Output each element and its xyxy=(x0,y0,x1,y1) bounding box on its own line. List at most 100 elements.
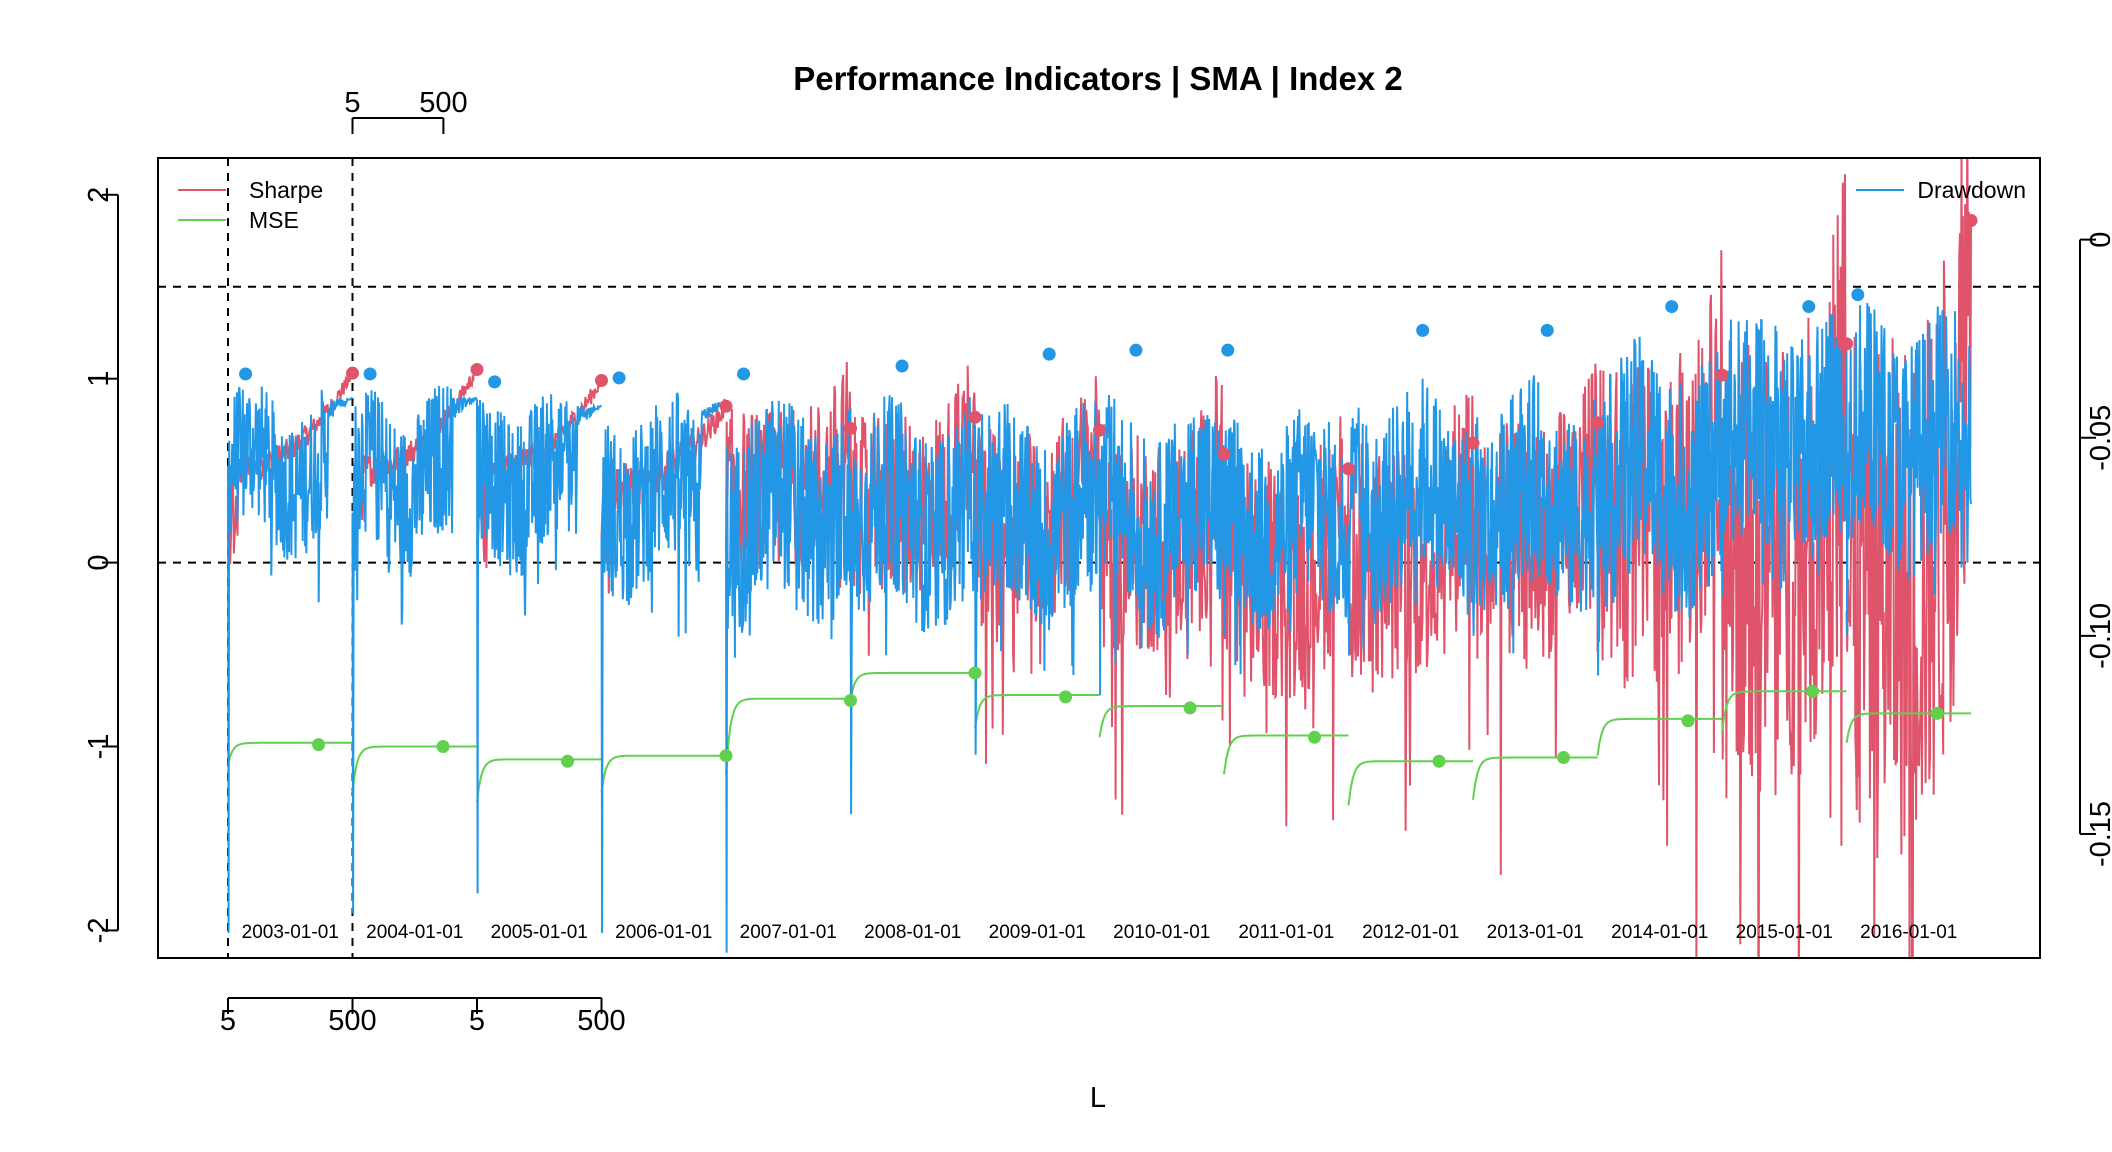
drawdown-line-10 xyxy=(1472,375,1599,654)
left-tick-label: -2 xyxy=(83,918,115,944)
mse-line-6 xyxy=(974,694,1100,729)
sharpe-optimum-point-4 xyxy=(844,421,857,435)
period-label-3: 2006-01-01 xyxy=(615,922,712,943)
period-label-13: 2016-01-01 xyxy=(1860,922,1957,943)
sharpe-optimum-point-6 xyxy=(1093,423,1106,437)
mse-optimum-point-12 xyxy=(1806,684,1820,698)
drawdown-line-13 xyxy=(1845,303,1972,636)
mse-line-8 xyxy=(1223,734,1349,775)
drawdown-optimum-point-7 xyxy=(1129,343,1143,357)
mse-optimum-point-10 xyxy=(1557,751,1571,765)
bottom-tick-label: 5 xyxy=(469,1005,485,1037)
sharpe-optimum-point-13 xyxy=(1964,214,1978,228)
sharpe-line-10 xyxy=(1472,363,1599,875)
period-label-8: 2011-01-01 xyxy=(1238,922,1334,943)
optimum-markers xyxy=(239,214,1978,768)
drawdown-line-6 xyxy=(974,400,1101,755)
mse-optimum-point-13 xyxy=(1930,706,1944,720)
mse-optimum-point-4 xyxy=(844,694,857,708)
mse-optimum-point-5 xyxy=(968,666,982,680)
mse-line-13 xyxy=(1845,712,1971,743)
sharpe-optimum-point-9 xyxy=(1466,436,1480,450)
drawdown-optimum-point-13 xyxy=(1851,288,1865,302)
drawdown-optimum-point-3 xyxy=(612,371,626,385)
mse-optimum-point-2 xyxy=(561,754,575,768)
mse-optimum-point-9 xyxy=(1432,754,1446,768)
drawdown-optimum-point-12 xyxy=(1802,300,1816,314)
drawdown-line-12 xyxy=(1721,313,1848,597)
sharpe-optimum-point-12 xyxy=(1840,337,1853,351)
legend-right: Drawdown xyxy=(1856,177,2026,203)
drawdown-line-4 xyxy=(725,400,852,953)
drawdown-optimum-point-5 xyxy=(895,359,909,373)
period-label-7: 2010-01-01 xyxy=(1113,922,1210,943)
sharpe-line-3 xyxy=(600,398,727,594)
period-label-6: 2009-01-01 xyxy=(989,922,1086,943)
period-label-4: 2007-01-01 xyxy=(740,922,837,943)
mse-line-12 xyxy=(1721,690,1847,732)
mse-line-2 xyxy=(476,758,602,802)
sharpe-optimum-point-1 xyxy=(470,362,484,376)
mse-line-7 xyxy=(1098,705,1224,738)
bottom-tick-label: 500 xyxy=(328,1005,376,1037)
drawdown-line-7 xyxy=(1098,394,1225,696)
period-label-11: 2014-01-01 xyxy=(1611,922,1708,943)
drawdown-line-9 xyxy=(1347,378,1474,656)
mse-line-3 xyxy=(600,754,726,793)
drawdown-line-11 xyxy=(1596,336,1723,676)
drawdown-line-2 xyxy=(476,394,602,894)
period-label-5: 2008-01-01 xyxy=(864,922,961,943)
drawdown-line-5 xyxy=(849,395,976,815)
mse-optimum-point-6 xyxy=(1059,690,1073,704)
drawdown-line-3 xyxy=(600,392,727,934)
mse-optimum-point-0 xyxy=(312,738,326,752)
series-layer xyxy=(227,158,1972,958)
mse-line-11 xyxy=(1596,717,1722,756)
legend-label-sharpe: Sharpe xyxy=(249,177,323,203)
mse-line-0 xyxy=(227,741,353,766)
bottom-tick-label: 5 xyxy=(220,1005,236,1037)
mse-optimum-point-8 xyxy=(1308,730,1322,744)
right-tick-label: -0.15 xyxy=(2085,801,2112,867)
top-tick-label: 5 xyxy=(344,87,360,119)
drawdown-optimum-point-10 xyxy=(1540,323,1554,337)
right-tick-label: -0.10 xyxy=(2085,603,2112,669)
sharpe-optimum-point-10 xyxy=(1591,416,1604,430)
sharpe-optimum-point-2 xyxy=(595,374,608,388)
right-tick-label: -0.05 xyxy=(2085,405,2112,471)
sharpe-optimum-point-7 xyxy=(1217,447,1231,461)
mse-optimum-point-1 xyxy=(436,740,450,754)
left-tick-label: 0 xyxy=(83,555,115,571)
drawdown-optimum-point-4 xyxy=(737,367,751,381)
legend-label-mse: MSE xyxy=(249,207,299,233)
mse-line-10 xyxy=(1472,756,1598,800)
drawdown-line-0 xyxy=(227,386,354,934)
sharpe-optimum-point-11 xyxy=(1715,368,1729,382)
period-label-9: 2012-01-01 xyxy=(1362,922,1459,943)
period-label-2: 2005-01-01 xyxy=(491,922,588,943)
drawdown-optimum-point-11 xyxy=(1665,300,1679,314)
drawdown-optimum-point-9 xyxy=(1416,323,1430,337)
sharpe-optimum-point-5 xyxy=(968,410,982,424)
legend-label-drawdown: Drawdown xyxy=(1917,177,2026,203)
chart-title: Performance Indicators | SMA | Index 2 xyxy=(793,60,1403,97)
mse-optimum-point-3 xyxy=(719,749,733,763)
period-label-0: 2003-01-01 xyxy=(242,922,339,943)
period-label-10: 2013-01-01 xyxy=(1487,922,1584,943)
left-tick-label: -1 xyxy=(83,734,115,760)
left-tick-label: 2 xyxy=(83,187,115,203)
drawdown-line-8 xyxy=(1223,409,1350,675)
top-tick-label: 500 xyxy=(419,87,467,119)
drawdown-optimum-point-2 xyxy=(488,375,502,389)
mse-line-4 xyxy=(725,697,851,775)
drawdown-line-1 xyxy=(351,385,478,914)
sharpe-optimum-point-3 xyxy=(719,399,733,413)
x-axis-title: L xyxy=(1090,1082,1106,1114)
drawdown-optimum-point-0 xyxy=(239,367,253,381)
sharpe-optimum-point-0 xyxy=(346,366,359,380)
period-label-1: 2004-01-01 xyxy=(366,922,463,943)
left-tick-label: 1 xyxy=(83,371,115,387)
period-labels: 2003-01-01 2004-01-01 2005-01-01 2006-01-01… xyxy=(242,922,1958,943)
period-label-12: 2015-01-01 xyxy=(1736,922,1833,943)
